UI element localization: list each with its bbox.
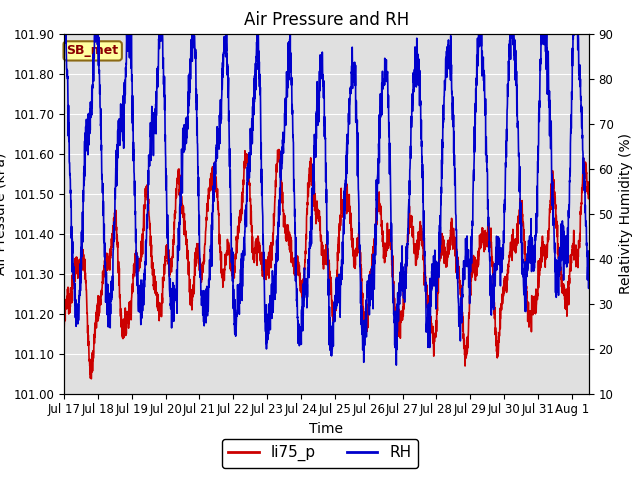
Y-axis label: Relativity Humidity (%): Relativity Humidity (%) — [619, 133, 633, 294]
Line: li75_p: li75_p — [64, 149, 589, 379]
Legend: li75_p, RH: li75_p, RH — [222, 439, 418, 468]
li75_p — [285, 228, 292, 234]
RH — [392, 362, 400, 368]
li75_p — [585, 191, 593, 197]
li75_p — [262, 268, 269, 274]
li75_p — [60, 314, 68, 320]
li75_p — [575, 242, 582, 248]
Line: RH: RH — [64, 34, 589, 365]
RH — [151, 131, 159, 136]
RH — [120, 113, 128, 119]
li75_p — [275, 146, 283, 152]
Title: Air Pressure and RH: Air Pressure and RH — [244, 11, 409, 29]
RH — [575, 50, 582, 56]
li75_p — [88, 376, 95, 382]
li75_p — [120, 330, 128, 336]
li75_p — [518, 214, 526, 220]
X-axis label: Time: Time — [309, 422, 344, 436]
RH — [585, 249, 593, 255]
li75_p — [151, 274, 159, 279]
RH — [518, 266, 526, 272]
Text: SB_met: SB_met — [67, 44, 119, 58]
RH — [60, 31, 68, 36]
RH — [284, 50, 292, 56]
RH — [261, 314, 269, 320]
Y-axis label: Air Pressure (kPa): Air Pressure (kPa) — [0, 153, 8, 275]
